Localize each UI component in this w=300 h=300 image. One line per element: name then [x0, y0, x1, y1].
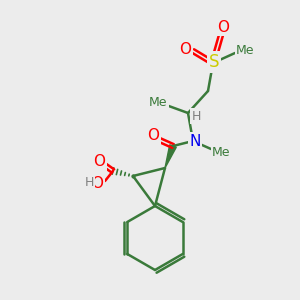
Text: Me: Me	[236, 44, 254, 58]
Text: Me: Me	[212, 146, 230, 160]
Text: H: H	[191, 110, 201, 122]
Text: O: O	[179, 41, 191, 56]
Text: O: O	[147, 128, 159, 143]
Text: O: O	[217, 20, 229, 34]
Text: Me: Me	[149, 97, 167, 110]
Text: O: O	[91, 176, 103, 190]
Text: N: N	[189, 134, 201, 148]
Text: H: H	[84, 176, 94, 190]
Text: O: O	[93, 154, 105, 169]
Polygon shape	[165, 145, 176, 168]
Text: S: S	[209, 53, 219, 71]
